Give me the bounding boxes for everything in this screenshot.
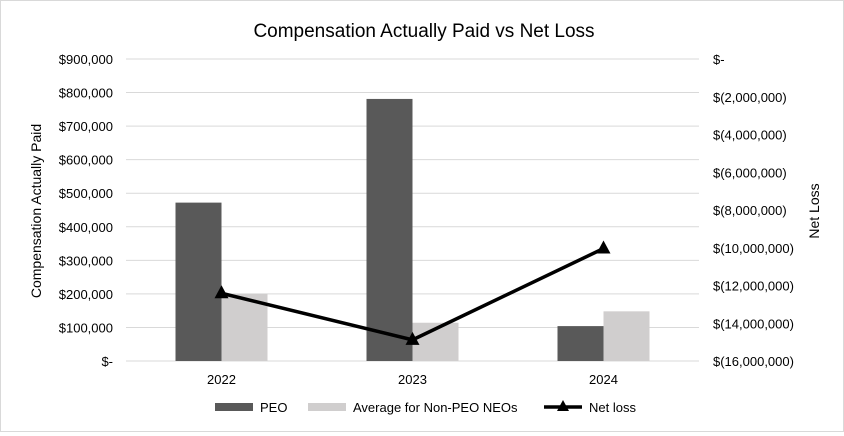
y2-tick-label: $(4,000,000)	[713, 128, 787, 143]
bar-non-peo	[603, 311, 650, 361]
y-tick-label: $800,000	[59, 86, 113, 101]
y-tick-label: $100,000	[59, 320, 113, 335]
bar-peo	[366, 98, 413, 361]
y-tick-label: $200,000	[59, 287, 113, 302]
bar-peo	[557, 326, 604, 361]
y-axis-label: Compensation Actually Paid	[28, 124, 44, 298]
y-tick-label: $600,000	[59, 153, 113, 168]
legend-label: Average for Non-PEO NEOs	[353, 400, 518, 415]
net-loss-marker	[596, 240, 611, 254]
y2-tick-label: $(10,000,000)	[713, 241, 794, 256]
legend-label: PEO	[260, 400, 287, 415]
x-tick-label: 2023	[398, 372, 427, 387]
y2-tick-label: $(8,000,000)	[713, 203, 787, 218]
legend-marker	[557, 400, 569, 411]
y-tick-label: $900,000	[59, 52, 113, 67]
y-tick-label: $400,000	[59, 220, 113, 235]
y2-tick-label: $(2,000,000)	[713, 90, 787, 105]
y2-tick-label: $-	[713, 52, 725, 67]
net-loss-marker	[214, 285, 229, 299]
y-tick-label: $500,000	[59, 186, 113, 201]
y-tick-label: $-	[101, 354, 113, 369]
x-tick-label: 2024	[589, 372, 618, 387]
y-tick-label: $700,000	[59, 119, 113, 134]
y2-tick-label: $(12,000,000)	[713, 279, 794, 294]
y-tick-label: $300,000	[59, 253, 113, 268]
legend-swatch	[308, 403, 346, 411]
net-loss-marker	[405, 331, 420, 345]
y2-tick-label: $(14,000,000)	[713, 316, 794, 331]
bar-non-peo	[221, 293, 268, 361]
legend-label: Net loss	[589, 400, 636, 415]
y2-axis-label: Net Loss	[806, 183, 822, 238]
chart-title: Compensation Actually Paid vs Net Loss	[253, 21, 594, 42]
y2-tick-label: $(16,000,000)	[713, 354, 794, 369]
y2-tick-label: $(6,000,000)	[713, 165, 787, 180]
bar-peo	[175, 202, 222, 361]
legend-swatch	[215, 403, 253, 411]
x-tick-label: 2022	[207, 372, 236, 387]
